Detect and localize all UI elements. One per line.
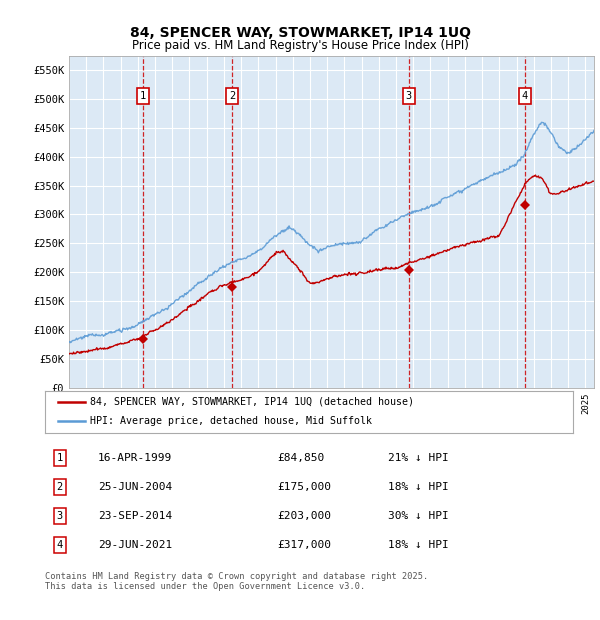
Text: 18% ↓ HPI: 18% ↓ HPI	[388, 482, 449, 492]
Text: 2: 2	[229, 91, 235, 100]
Text: 21% ↓ HPI: 21% ↓ HPI	[388, 453, 449, 463]
Text: 23-SEP-2014: 23-SEP-2014	[98, 511, 172, 521]
Text: 84, SPENCER WAY, STOWMARKET, IP14 1UQ (detached house): 84, SPENCER WAY, STOWMARKET, IP14 1UQ (d…	[90, 397, 414, 407]
Text: 29-JUN-2021: 29-JUN-2021	[98, 540, 172, 550]
Text: 30% ↓ HPI: 30% ↓ HPI	[388, 511, 449, 521]
Text: HPI: Average price, detached house, Mid Suffolk: HPI: Average price, detached house, Mid …	[90, 417, 372, 427]
Text: £84,850: £84,850	[277, 453, 325, 463]
Text: Price paid vs. HM Land Registry's House Price Index (HPI): Price paid vs. HM Land Registry's House …	[131, 39, 469, 52]
Text: 4: 4	[522, 91, 528, 100]
Text: 16-APR-1999: 16-APR-1999	[98, 453, 172, 463]
Text: 18% ↓ HPI: 18% ↓ HPI	[388, 540, 449, 550]
Text: £317,000: £317,000	[277, 540, 331, 550]
Text: 1: 1	[140, 91, 146, 100]
Text: 84, SPENCER WAY, STOWMARKET, IP14 1UQ: 84, SPENCER WAY, STOWMARKET, IP14 1UQ	[130, 26, 470, 40]
Text: 3: 3	[56, 511, 63, 521]
Text: 2: 2	[56, 482, 63, 492]
Text: £203,000: £203,000	[277, 511, 331, 521]
Text: Contains HM Land Registry data © Crown copyright and database right 2025.
This d: Contains HM Land Registry data © Crown c…	[45, 572, 428, 591]
Text: 3: 3	[406, 91, 412, 100]
Text: 25-JUN-2004: 25-JUN-2004	[98, 482, 172, 492]
Text: 1: 1	[56, 453, 63, 463]
Text: 4: 4	[56, 540, 63, 550]
Text: £175,000: £175,000	[277, 482, 331, 492]
